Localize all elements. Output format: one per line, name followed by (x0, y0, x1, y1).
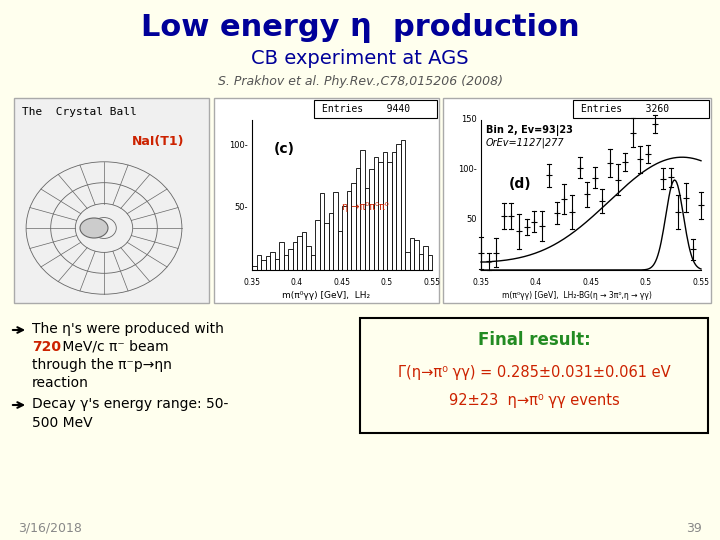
Bar (351, 184, 356, 270)
Bar (356, 167, 360, 270)
Bar (374, 158, 378, 270)
Bar (342, 206, 346, 270)
Bar (443, 98, 711, 303)
Bar (266, 256, 270, 270)
Text: through the π⁻p→ηn: through the π⁻p→ηn (32, 358, 172, 372)
Bar (369, 169, 374, 270)
Bar (364, 188, 369, 270)
Bar (360, 318, 708, 433)
Bar (410, 238, 414, 270)
Text: 39: 39 (686, 522, 702, 535)
Bar (284, 255, 288, 270)
Text: Bin 2, Ev=93|23: Bin 2, Ev=93|23 (486, 125, 573, 136)
Bar (310, 255, 315, 270)
Text: 0.35: 0.35 (472, 278, 490, 287)
Bar (360, 150, 364, 270)
Text: 0.55: 0.55 (423, 278, 441, 287)
Bar (405, 252, 410, 270)
Text: 0.5: 0.5 (640, 278, 652, 287)
Bar (314, 100, 437, 118)
Text: Final result:: Final result: (477, 331, 590, 349)
Text: 720: 720 (32, 340, 61, 354)
Bar (270, 252, 274, 270)
Bar (414, 240, 418, 270)
Text: Low energy η  production: Low energy η production (140, 13, 580, 43)
Text: NaI(T1): NaI(T1) (132, 136, 184, 148)
Text: 92±23  η→π⁰ γγ events: 92±23 η→π⁰ γγ events (449, 393, 619, 408)
Bar (214, 98, 439, 303)
Bar (400, 140, 405, 270)
Text: 0.4: 0.4 (291, 278, 303, 287)
Text: 150: 150 (462, 116, 477, 125)
Bar (302, 232, 306, 270)
Text: Decay γ's energy range: 50-: Decay γ's energy range: 50- (32, 397, 228, 411)
Text: Γ(η→π⁰ γγ) = 0.285±0.031±0.061 eV: Γ(η→π⁰ γγ) = 0.285±0.031±0.061 eV (397, 366, 670, 381)
Text: 500 MeV: 500 MeV (32, 416, 93, 430)
Bar (573, 100, 709, 118)
Bar (423, 246, 428, 270)
Bar (328, 213, 333, 270)
Bar (315, 220, 320, 270)
Text: 100-: 100- (229, 140, 248, 150)
Bar (306, 246, 310, 270)
Bar (297, 237, 302, 270)
Bar (333, 192, 338, 270)
Text: Entries    3260: Entries 3260 (581, 104, 669, 114)
Bar (338, 232, 342, 270)
Text: (d): (d) (509, 177, 531, 191)
Text: 100-: 100- (458, 165, 477, 174)
Text: 50: 50 (467, 215, 477, 225)
Bar (346, 191, 351, 270)
Text: m(π⁰γγ) [GeV],  LH₂: m(π⁰γγ) [GeV], LH₂ (282, 291, 370, 300)
Bar (382, 152, 387, 270)
Text: S. Prakhov et al. Phy.Rev.,C78,015206 (2008): S. Prakhov et al. Phy.Rev.,C78,015206 (2… (217, 76, 503, 89)
Bar (396, 144, 400, 270)
Text: reaction: reaction (32, 376, 89, 390)
Bar (392, 152, 396, 270)
Bar (324, 223, 328, 270)
Text: MeV/c π⁻ beam: MeV/c π⁻ beam (58, 340, 168, 354)
Text: (c): (c) (274, 142, 295, 156)
Bar (320, 193, 324, 270)
Bar (256, 255, 261, 270)
Bar (418, 254, 423, 270)
Bar (261, 260, 266, 270)
Text: 3/16/2018: 3/16/2018 (18, 522, 82, 535)
Text: OrEv=1127|277: OrEv=1127|277 (486, 138, 564, 149)
Bar (288, 249, 292, 270)
Text: Entries    9440: Entries 9440 (322, 104, 410, 114)
Text: m(π⁰γγ) [GeV],  LH₂-BG(η → 3π⁰,η → γγ): m(π⁰γγ) [GeV], LH₂-BG(η → 3π⁰,η → γγ) (502, 291, 652, 300)
Bar (279, 242, 284, 270)
Text: The η's were produced with: The η's were produced with (32, 322, 228, 336)
Bar (387, 163, 392, 270)
Bar (14, 98, 209, 303)
Text: 0.55: 0.55 (693, 278, 709, 287)
Bar (274, 259, 279, 270)
Bar (378, 161, 382, 270)
Text: The  Crystal Ball: The Crystal Ball (22, 107, 137, 117)
Ellipse shape (80, 218, 108, 238)
Text: 0.45: 0.45 (582, 278, 600, 287)
Text: 50-: 50- (235, 203, 248, 212)
Text: 0.45: 0.45 (333, 278, 351, 287)
Text: 0.35: 0.35 (243, 278, 261, 287)
Text: 0.5: 0.5 (381, 278, 393, 287)
Bar (252, 266, 256, 270)
Text: 0.4: 0.4 (530, 278, 542, 287)
Text: CB experiment at AGS: CB experiment at AGS (251, 49, 469, 68)
Bar (292, 242, 297, 270)
Bar (428, 255, 432, 270)
Text: η →π⁰π⁰π⁰: η →π⁰π⁰π⁰ (342, 202, 389, 212)
